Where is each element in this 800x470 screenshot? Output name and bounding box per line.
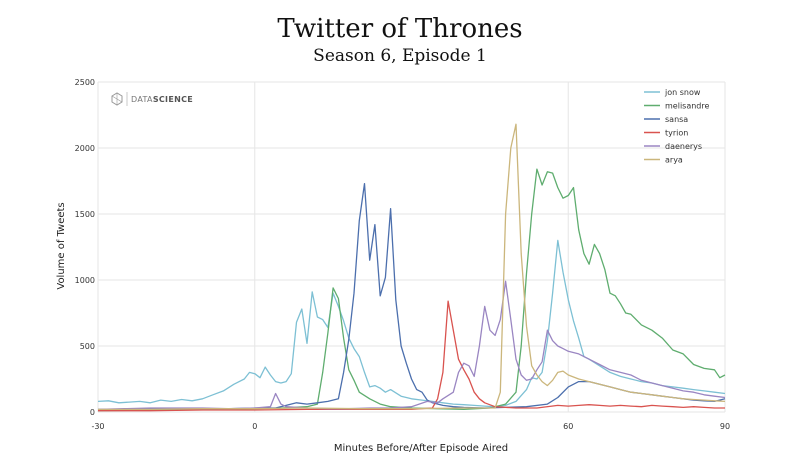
y-tick-label: 1500 (75, 210, 95, 219)
legend-label: arya (665, 156, 683, 165)
y-tick-label: 0 (90, 408, 95, 417)
series-line-jon-snow (97, 239, 726, 408)
series-line-melisandre (97, 168, 726, 412)
legend-label: melisandre (665, 102, 709, 111)
chart-subtitle: Season 6, Episode 1 (313, 46, 487, 66)
legend-label: daenerys (665, 142, 702, 151)
series-line-tyrion (98, 300, 725, 412)
logo-text: DATASCIENCE (131, 95, 193, 104)
cube-icon (111, 92, 123, 106)
datascience-logo: DATASCIENCE (111, 92, 193, 106)
x-tick-label: 0 (252, 422, 257, 431)
y-axis-label: Volume of Tweets (56, 202, 67, 289)
y-tick-label: 500 (80, 342, 95, 351)
legend-label: jon snow (664, 88, 701, 97)
logo-text-data: DATA (131, 95, 153, 104)
grid (97, 81, 726, 413)
x-axis-label: Minutes Before/After Episode Aired (334, 443, 508, 454)
chart-title: Twitter of Thrones (277, 14, 523, 44)
logo-text-science: SCIENCE (153, 95, 193, 104)
x-tick-label: -30 (91, 422, 104, 431)
series-line-arya (98, 123, 726, 411)
series-lines (97, 123, 726, 412)
legend-label: tyrion (665, 129, 688, 138)
axis-ticks: 0 500 1000 1500 2000 2500 -30 0 60 90 (75, 78, 730, 431)
x-tick-label: 90 (720, 422, 730, 431)
y-tick-label: 2500 (75, 78, 95, 87)
legend-label: sansa (665, 115, 688, 124)
series-line-daenerys (97, 280, 726, 411)
x-tick-label: 60 (563, 422, 573, 431)
legend: jon snow melisandre sansa tyrion daenerys ary… (644, 88, 709, 165)
y-tick-label: 2000 (75, 144, 95, 153)
y-tick-label: 1000 (75, 276, 95, 285)
